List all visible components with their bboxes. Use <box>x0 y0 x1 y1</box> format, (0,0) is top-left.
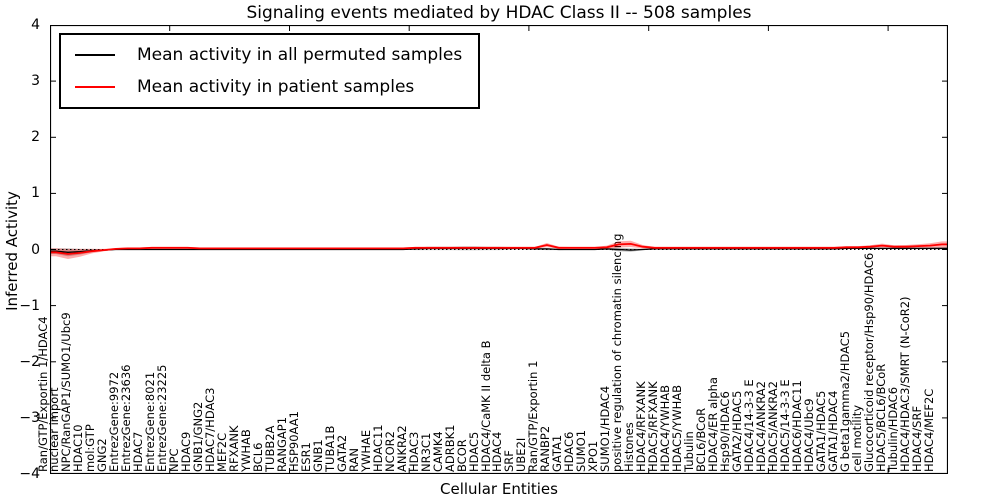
y-tick-label: −4 <box>19 466 40 482</box>
chart-title: Signaling events mediated by HDAC Class … <box>246 3 752 23</box>
x-axis-label: Cellular Entities <box>440 480 558 498</box>
y-tick-label: 1 <box>31 185 40 202</box>
legend-item-patient: Mean activity in patient samples <box>75 77 462 97</box>
legend-label-patient: Mean activity in patient samples <box>137 77 415 97</box>
y-tick-label: 3 <box>31 73 40 90</box>
y-tick-label: −2 <box>19 353 40 370</box>
plot-frame <box>50 25 948 474</box>
plot-area <box>50 25 948 474</box>
permuted-line-swatch-icon <box>75 54 115 56</box>
y-tick-label: 2 <box>31 129 40 146</box>
y-tick-label: 4 <box>31 17 40 33</box>
y-tick-labels: 4 3 2 1 0 −1 −2 −3 −4 <box>0 17 46 482</box>
y-tick-label: −1 <box>19 297 40 314</box>
legend: Mean activity in all permuted samples Me… <box>59 33 481 109</box>
permuted-mean-line <box>50 247 948 253</box>
chart-canvas <box>50 25 948 474</box>
y-tick-label: 0 <box>31 241 40 258</box>
patient-line-swatch-icon <box>75 86 115 88</box>
patient-mean-line <box>50 242 948 255</box>
legend-item-permuted: Mean activity in all permuted samples <box>75 45 462 65</box>
legend-label-permuted: Mean activity in all permuted samples <box>137 45 463 65</box>
y-tick-label: −3 <box>19 409 40 426</box>
